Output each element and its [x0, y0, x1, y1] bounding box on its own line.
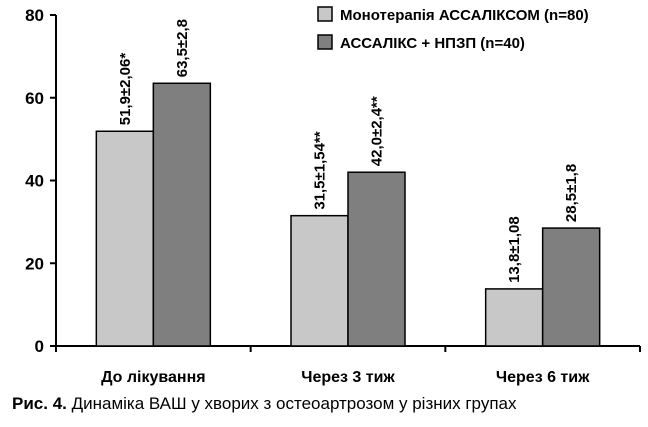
- figure-caption-text: Динаміка ВАШ у хворих з остеоартрозом у …: [66, 394, 517, 413]
- bar-monotherapy: [95, 130, 155, 347]
- bar-chart: 0 20 40 60 80 51,9±2,06* 63,5±2,8 До лікування 3…: [25, 6, 641, 386]
- y-tick-label: 20: [25, 254, 44, 273]
- data-label: 31,5±1,54**: [312, 131, 329, 209]
- legend-label: АССАЛІКС + НПЗП (n=40): [340, 35, 525, 52]
- figure-caption: Рис. 4. Динаміка ВАШ у хворих з остеоарт…: [12, 394, 642, 414]
- data-label: 13,8±1,08: [506, 216, 523, 283]
- data-label: 51,9±2,06*: [117, 53, 134, 126]
- y-tick-label: 60: [25, 89, 44, 108]
- bar-combination: [347, 171, 406, 347]
- data-label: 28,5±1,8: [563, 164, 580, 222]
- figure-caption-label: Рис. 4.: [12, 394, 67, 413]
- data-label: 63,5±2,8: [174, 19, 191, 77]
- y-tick-label: 40: [25, 172, 44, 191]
- x-category-label: До лікування: [101, 369, 206, 386]
- x-category-label: Через 3 тиж: [301, 369, 395, 386]
- y-tick-label: 80: [25, 6, 44, 25]
- legend-swatch: [317, 6, 333, 22]
- bar-combination: [541, 227, 601, 347]
- bar-combination: [152, 82, 212, 347]
- y-tick-label: 0: [35, 337, 44, 356]
- bar-monotherapy: [290, 214, 349, 347]
- bar-monotherapy: [484, 288, 544, 347]
- legend-label: Монотерапія АССАЛІКСОМ (n=80): [340, 7, 589, 24]
- data-label: 42,0±2,4**: [369, 96, 386, 166]
- x-category-label: Через 6 тиж: [496, 369, 590, 386]
- legend-swatch: [317, 34, 333, 50]
